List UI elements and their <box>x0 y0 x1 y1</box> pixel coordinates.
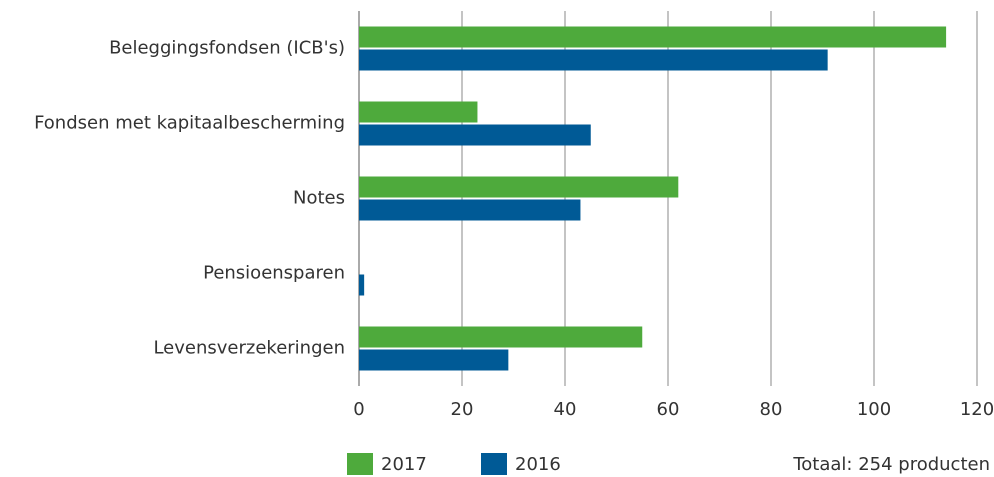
bar <box>359 349 509 371</box>
y-tick-label: Beleggingsfondsen (ICB's) <box>109 38 345 59</box>
legend-swatch <box>481 453 507 475</box>
bar <box>359 176 679 198</box>
bar <box>359 101 478 123</box>
bar <box>359 274 365 296</box>
bar <box>359 124 591 146</box>
y-tick-label: Levensverzekeringen <box>153 338 345 359</box>
bar <box>359 326 643 348</box>
bar <box>359 26 947 48</box>
legend-label: 2017 <box>381 454 427 475</box>
x-tick-label: 40 <box>554 399 577 420</box>
y-tick-label: Pensioensparen <box>203 263 345 284</box>
x-tick-label: 100 <box>857 399 891 420</box>
bar <box>359 199 581 221</box>
legend-label: 2016 <box>515 454 561 475</box>
y-tick-label: Notes <box>293 188 345 209</box>
x-tick-label: 0 <box>353 399 364 420</box>
x-tick-label: 20 <box>451 399 474 420</box>
y-tick-label: Fondsen met kapitaalbescherming <box>34 113 345 134</box>
bar <box>359 49 828 71</box>
legend-swatch <box>347 453 373 475</box>
annotation: Totaal: 254 producten <box>792 454 990 475</box>
x-tick-label: 120 <box>960 399 994 420</box>
x-tick-label: 80 <box>760 399 783 420</box>
x-tick-label: 60 <box>657 399 680 420</box>
